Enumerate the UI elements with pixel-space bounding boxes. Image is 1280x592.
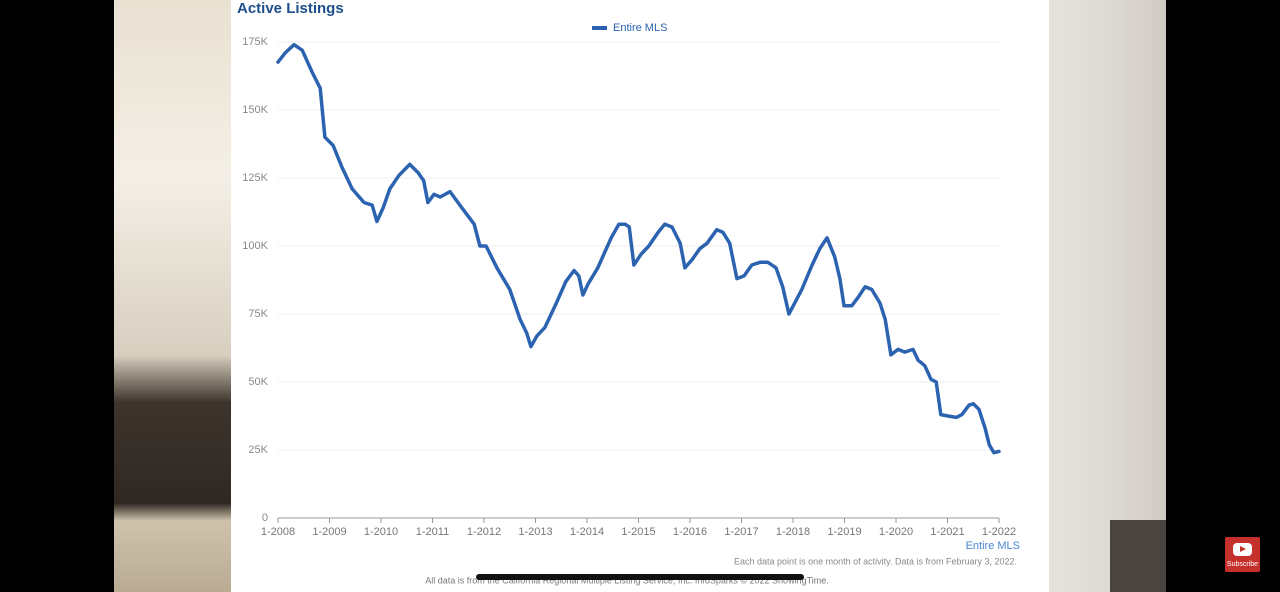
x-tick-label: 1-2020 [879,526,913,538]
x-tick-label: 1-2010 [364,526,398,538]
y-tick-label: 150K [242,104,268,116]
x-tick-label: 1-2018 [776,526,810,538]
legend-label: Entire MLS [613,22,667,34]
x-tick-label: 1-2015 [621,526,655,538]
source-note: All data is from the California Regional… [425,575,829,585]
x-tick-label: 1-2012 [467,526,501,538]
x-tick-label: 1-2017 [724,526,758,538]
footnote: Each data point is one month of activity… [734,556,1017,566]
x-tick-label: 1-2021 [930,526,964,538]
x-tick-label: 1-2022 [982,526,1016,538]
video-background-right [1049,0,1166,592]
subscribe-label[interactable]: Subscribe [1226,561,1259,568]
data-line [276,42,1001,455]
x-tick-label: 1-2014 [570,526,604,538]
y-tick-label: 125K [242,172,268,184]
subscribe-button[interactable]: Subscribe [1225,537,1260,572]
x-tick-label: 1-2013 [518,526,552,538]
x-tick-label: 1-2009 [312,526,346,538]
y-tick-label: 0 [262,512,268,524]
chart-panel [231,0,1049,592]
x-tick-label: 1-2019 [827,526,861,538]
x-tick-label: 1-2016 [673,526,707,538]
x-tick-label: 1-2011 [416,526,449,538]
video-background-object [1110,520,1166,592]
y-tick-label: 100K [242,240,268,252]
y-tick-label: 75K [248,308,268,320]
y-tick-label: 25K [248,444,268,456]
chart-title: Active Listings [237,0,344,17]
video-background-left [114,0,231,592]
x-axis-label: Entire MLS [966,540,1020,552]
y-tick-label: 175K [242,36,268,48]
home-indicator [476,574,804,580]
x-tick-label: 1-2008 [261,526,295,538]
y-tick-label: 50K [248,376,268,388]
youtube-icon [1233,543,1252,556]
